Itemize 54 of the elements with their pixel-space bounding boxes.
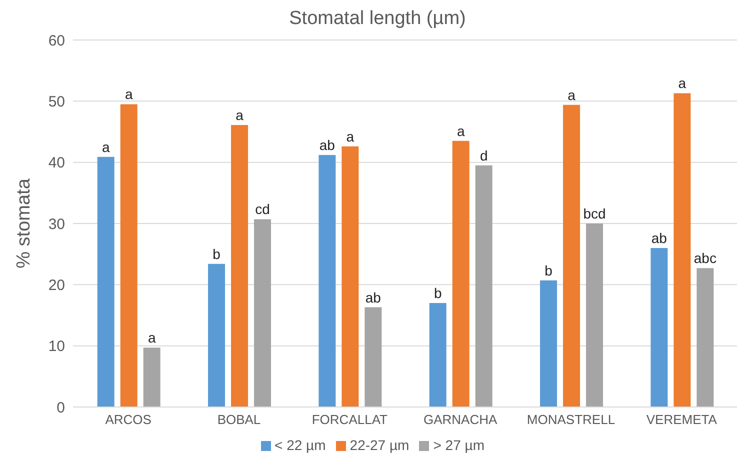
data-label: a (148, 330, 156, 346)
legend-label: 22-27 µm (350, 437, 410, 453)
bar (540, 280, 558, 407)
y-tick-label: 10 (48, 338, 65, 356)
data-label: a (346, 128, 354, 144)
x-tick-label: FORCALLAT (312, 412, 388, 428)
y-tick-label: 40 (48, 154, 65, 172)
chart-title: Stomatal length (µm) (288, 8, 467, 30)
y-tick-label: 20 (48, 276, 65, 294)
y-axis-title: % stomata (14, 178, 35, 268)
bar (342, 146, 359, 407)
data-label: b (544, 262, 553, 278)
bar (143, 348, 160, 407)
bar (696, 268, 714, 407)
data-label: ab (365, 289, 382, 306)
x-tick-label: VEREMETA (646, 412, 718, 428)
bar (563, 104, 580, 407)
y-tick-label: 50 (48, 93, 65, 110)
y-tick-label: 30 (48, 216, 65, 233)
bar (364, 307, 382, 407)
data-label: d (480, 147, 488, 164)
bar (429, 303, 446, 407)
data-label: a (678, 75, 686, 92)
data-label: b (434, 285, 442, 302)
x-tick-label: ARCOS (105, 412, 152, 428)
y-tick-label: 60 (48, 32, 65, 50)
legend-label: < 22 µm (274, 437, 326, 453)
bar (231, 125, 248, 407)
data-label: a (236, 107, 244, 124)
x-tick-label: BOBAL (217, 412, 261, 428)
data-label: a (124, 86, 133, 102)
data-label: a (102, 138, 110, 155)
data-label: b (212, 246, 221, 262)
bar (452, 140, 470, 407)
bar (208, 264, 226, 407)
bar (475, 165, 492, 407)
x-tick-label: GARNACHA (423, 412, 498, 428)
bar (650, 248, 668, 407)
data-label: cd (255, 201, 270, 218)
bar (254, 219, 272, 407)
bar (586, 224, 604, 407)
data-label: bcd (583, 206, 606, 222)
bar (674, 93, 691, 407)
y-tick-label: 0 (56, 399, 65, 416)
data-label: a (456, 122, 465, 139)
legend-label: > 27 µm (433, 437, 484, 453)
data-label: abc (694, 250, 716, 266)
data-label: a (568, 86, 576, 103)
data-label: ab (651, 230, 668, 246)
bar (97, 156, 114, 407)
bar (120, 104, 138, 407)
data-label: ab (319, 136, 336, 153)
x-tick-label: MONASTRELL (526, 412, 616, 428)
bar (318, 154, 336, 407)
